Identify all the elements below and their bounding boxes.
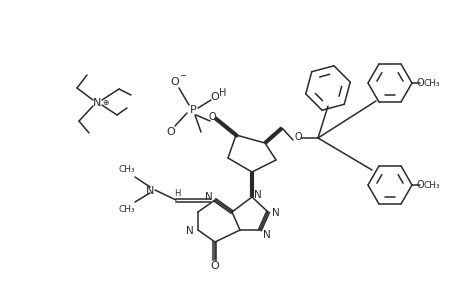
Text: H: H: [174, 188, 180, 197]
Text: H: H: [219, 88, 226, 98]
Text: CH₃: CH₃: [118, 166, 135, 175]
Text: ⊕: ⊕: [101, 98, 108, 106]
Text: P: P: [189, 105, 196, 115]
Text: O: O: [415, 180, 423, 190]
Text: CH₃: CH₃: [118, 205, 135, 214]
Text: N: N: [93, 98, 101, 108]
Text: O: O: [294, 132, 301, 142]
Text: O: O: [210, 92, 219, 102]
Text: −: −: [179, 71, 186, 80]
Text: N: N: [263, 230, 270, 240]
Text: O: O: [210, 261, 219, 271]
Text: N: N: [205, 192, 213, 202]
Text: O: O: [166, 127, 175, 137]
Text: CH₃: CH₃: [423, 181, 439, 190]
Text: O: O: [208, 112, 215, 122]
Text: O: O: [170, 77, 179, 87]
Text: N: N: [146, 186, 154, 196]
Text: N: N: [272, 208, 279, 218]
Text: CH₃: CH₃: [423, 79, 439, 88]
Text: N: N: [186, 226, 193, 236]
Text: N: N: [253, 190, 261, 200]
Text: O: O: [415, 78, 423, 88]
